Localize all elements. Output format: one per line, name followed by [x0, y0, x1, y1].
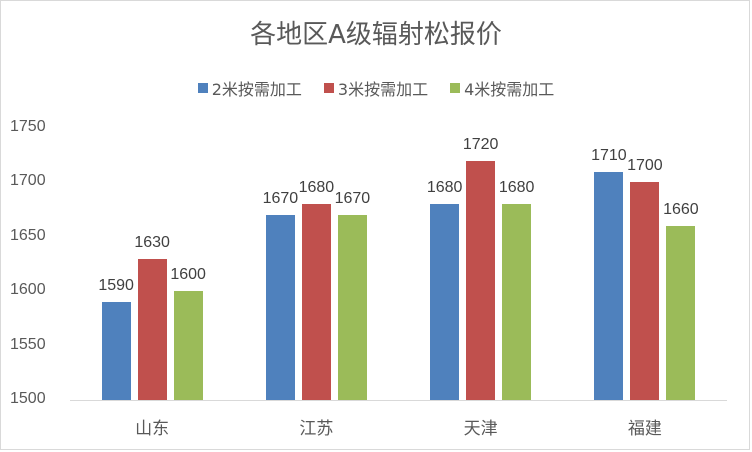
- legend-item: 3米按需加工: [323, 76, 429, 100]
- legend-item: 2米按需加工: [197, 76, 302, 100]
- data-label: 1590: [98, 277, 134, 295]
- legend-item: 4米按需加工: [450, 76, 554, 100]
- x-tick-label: 江苏: [299, 419, 334, 439]
- x-tick-label: 福建: [627, 419, 662, 439]
- bar: [466, 160, 496, 400]
- legend-label: 2米按需加工: [211, 80, 302, 99]
- legend-label: 3米按需加工: [337, 80, 429, 99]
- bar: [101, 302, 131, 400]
- data-label: 1630: [134, 233, 170, 251]
- bar: [173, 291, 203, 400]
- chart-title: 各地区A级辐射松报价: [250, 20, 502, 50]
- x-axis-line: [70, 400, 727, 401]
- data-label: 1700: [627, 157, 663, 175]
- bar: [137, 258, 167, 400]
- legend-swatch-icon: [450, 83, 461, 93]
- data-label: 1710: [591, 146, 627, 164]
- legend-label: 4米按需加工: [464, 80, 555, 99]
- data-label: 1600: [170, 266, 206, 284]
- legend-swatch-icon: [197, 83, 208, 93]
- data-label: 1680: [498, 179, 535, 197]
- bar: [666, 225, 696, 400]
- y-tick-label: 1500: [10, 390, 46, 407]
- y-tick-label: 1650: [10, 226, 46, 244]
- y-tick-label: 1700: [10, 172, 46, 190]
- bar: [630, 182, 660, 400]
- data-label: 1680: [298, 179, 335, 197]
- bar: [430, 204, 460, 400]
- y-tick-label: 1750: [10, 118, 46, 135]
- bar: [502, 204, 532, 400]
- x-tick-label: 山东: [135, 419, 170, 439]
- x-tick-label: 天津: [463, 419, 498, 439]
- data-label: 1720: [462, 135, 499, 153]
- data-label: 1660: [663, 200, 699, 218]
- chart-legend: 2米按需加工 3米按需加工 4米按需加工: [0, 76, 752, 100]
- data-label: 1670: [262, 190, 299, 208]
- legend-swatch-icon: [323, 83, 334, 93]
- data-label: 1670: [334, 190, 371, 208]
- y-tick-label: 1600: [10, 281, 46, 299]
- bar: [337, 215, 367, 400]
- bar: [301, 204, 331, 400]
- data-label: 1680: [426, 179, 463, 197]
- bar: [265, 215, 295, 400]
- bar: [594, 171, 624, 400]
- y-tick-label: 1550: [10, 335, 46, 353]
